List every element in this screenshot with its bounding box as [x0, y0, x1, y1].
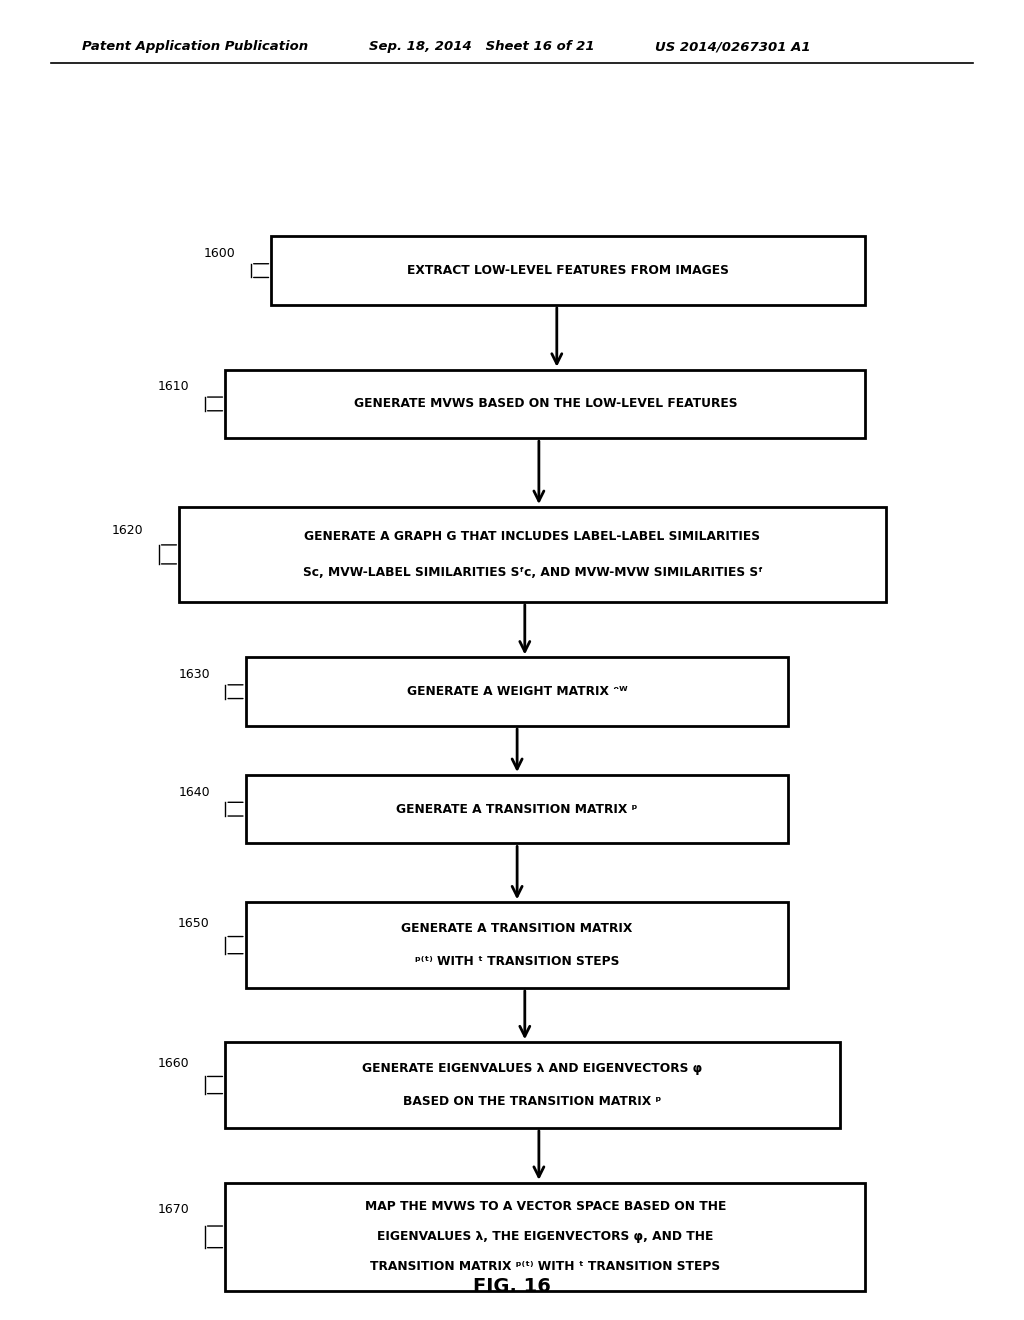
- Text: 1670: 1670: [158, 1204, 189, 1216]
- Text: GENERATE A TRANSITION MATRIX: GENERATE A TRANSITION MATRIX: [401, 923, 633, 935]
- Bar: [225, 370, 865, 438]
- Text: 1650: 1650: [178, 917, 210, 931]
- Text: TRANSITION MATRIX ᵖ⁽ᵗ⁾ WITH ᵗ TRANSITION STEPS: TRANSITION MATRIX ᵖ⁽ᵗ⁾ WITH ᵗ TRANSITION…: [371, 1261, 720, 1274]
- Text: BASED ON THE TRANSITION MATRIX ᵖ: BASED ON THE TRANSITION MATRIX ᵖ: [403, 1096, 662, 1107]
- Bar: [246, 775, 788, 843]
- Text: 1610: 1610: [158, 380, 189, 393]
- Bar: [225, 1183, 865, 1291]
- Text: ᵖ⁽ᵗ⁾ WITH ᵗ TRANSITION STEPS: ᵖ⁽ᵗ⁾ WITH ᵗ TRANSITION STEPS: [415, 956, 620, 968]
- Text: 1630: 1630: [178, 668, 210, 681]
- Text: 1600: 1600: [204, 247, 236, 260]
- Text: 1620: 1620: [112, 524, 143, 537]
- Bar: [246, 903, 788, 987]
- Text: GENERATE A TRANSITION MATRIX ᵖ: GENERATE A TRANSITION MATRIX ᵖ: [396, 803, 638, 816]
- Text: 1660: 1660: [158, 1057, 189, 1071]
- Text: Sᴄ, MVW-LABEL SIMILARITIES Sᶠᴄ, AND MVW-MVW SIMILARITIES Sᶠ: Sᴄ, MVW-LABEL SIMILARITIES Sᶠᴄ, AND MVW-…: [302, 566, 763, 579]
- Bar: [179, 507, 886, 602]
- Text: Sep. 18, 2014   Sheet 16 of 21: Sep. 18, 2014 Sheet 16 of 21: [369, 40, 594, 53]
- Text: FIG. 16: FIG. 16: [473, 1278, 551, 1296]
- Text: Patent Application Publication: Patent Application Publication: [82, 40, 308, 53]
- Text: MAP THE MVWS TO A VECTOR SPACE BASED ON THE: MAP THE MVWS TO A VECTOR SPACE BASED ON …: [365, 1200, 726, 1213]
- Bar: [246, 657, 788, 726]
- Text: 1640: 1640: [178, 785, 210, 799]
- Bar: [271, 236, 865, 305]
- Text: GENERATE A GRAPH G THAT INCLUDES LABEL-LABEL SIMILARITIES: GENERATE A GRAPH G THAT INCLUDES LABEL-L…: [304, 529, 761, 543]
- Bar: [225, 1043, 840, 1127]
- Text: EXTRACT LOW-LEVEL FEATURES FROM IMAGES: EXTRACT LOW-LEVEL FEATURES FROM IMAGES: [408, 264, 729, 277]
- Text: EIGENVALUES λ, THE EIGENVECTORS φ, AND THE: EIGENVALUES λ, THE EIGENVECTORS φ, AND T…: [377, 1230, 714, 1243]
- Text: GENERATE EIGENVALUES λ AND EIGENVECTORS φ: GENERATE EIGENVALUES λ AND EIGENVECTORS …: [362, 1063, 702, 1074]
- Text: GENERATE MVWS BASED ON THE LOW-LEVEL FEATURES: GENERATE MVWS BASED ON THE LOW-LEVEL FEA…: [353, 397, 737, 411]
- Text: US 2014/0267301 A1: US 2014/0267301 A1: [655, 40, 811, 53]
- Text: GENERATE A WEIGHT MATRIX ᵔᵂ: GENERATE A WEIGHT MATRIX ᵔᵂ: [407, 685, 628, 698]
